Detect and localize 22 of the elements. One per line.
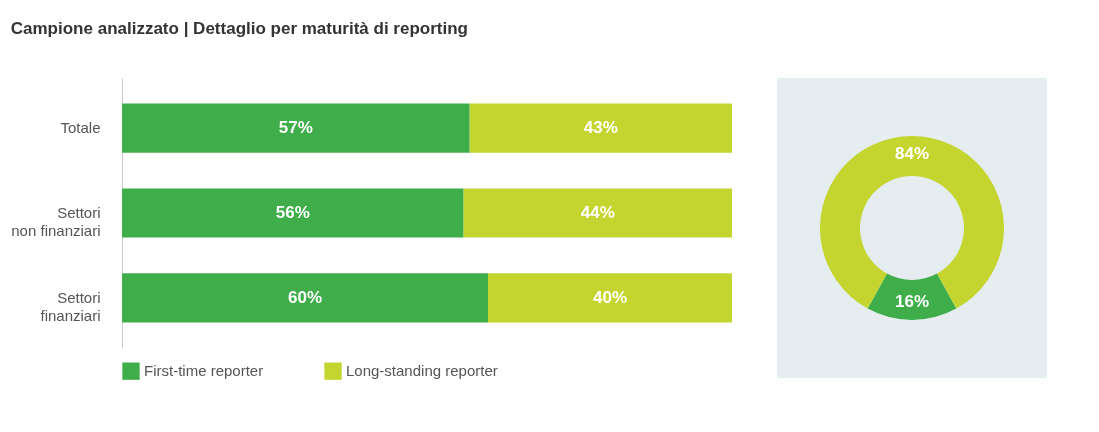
bar: [122, 273, 488, 323]
bar: [122, 188, 464, 238]
bar: [463, 188, 732, 238]
y-tick-label: Settori finanziari: [40, 288, 101, 324]
data-label: 16%: [894, 292, 930, 311]
bar: [488, 273, 732, 323]
y-tick-label: Totale: [60, 119, 101, 137]
data-label: 43%: [583, 118, 618, 138]
donut-slice: [867, 273, 957, 320]
legend-label: Long-standing reporter: [346, 362, 498, 380]
data-label: 84%: [894, 144, 930, 163]
bar: [122, 103, 470, 153]
data-label: 44%: [580, 203, 615, 222]
donut-slice: [820, 136, 1004, 309]
chart-title: Campione analizzato | Dettaglio per maturità di reporting: [10, 19, 468, 38]
data-label: 56%: [275, 203, 310, 222]
legend-label: First-time reporter: [144, 362, 264, 380]
data-label: 60%: [287, 287, 323, 307]
data-label: 40%: [592, 287, 628, 307]
bar: [469, 103, 732, 153]
data-label: 57%: [278, 118, 313, 138]
y-tick-label: Settori non finanziari: [11, 204, 101, 239]
